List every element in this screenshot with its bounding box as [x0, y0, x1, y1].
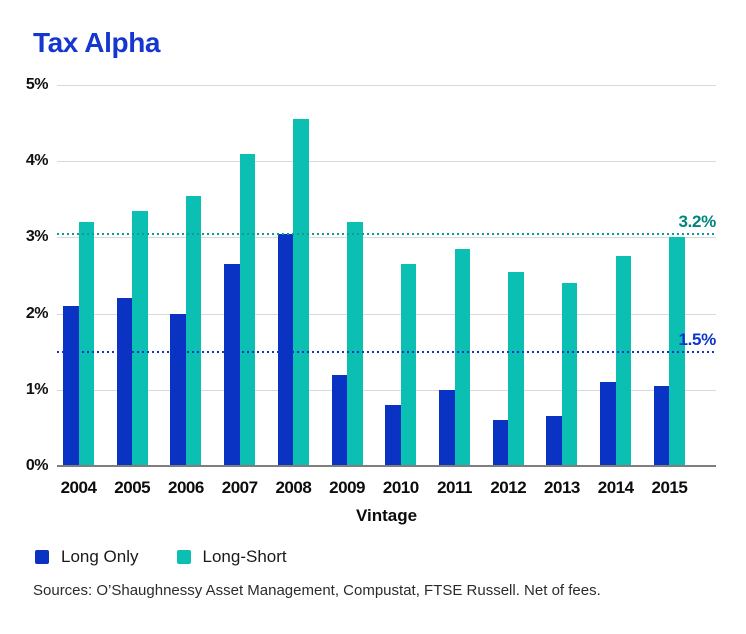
bar-long-short-2013: [561, 283, 578, 466]
bar-long-short-2012: [508, 271, 524, 466]
bar-long-only-2009: [331, 374, 348, 466]
bar-long-short-2014: [615, 256, 632, 466]
bar-long-only-2006: [170, 313, 186, 466]
reference-line-label: 3.2%: [678, 212, 716, 232]
x-axis-line: [57, 465, 716, 467]
bar-long-only-2004: [63, 305, 79, 466]
bar-long-short-2008: [293, 119, 309, 466]
x-axis-tick-label-2012: 2012: [490, 478, 527, 497]
reference-line-label: 1.5%: [678, 329, 716, 349]
bar-long-short-2006: [185, 195, 202, 466]
x-axis-tick-label-2007: 2007: [221, 478, 258, 497]
y-axis-tick-label: 0%: [25, 457, 49, 474]
x-axis-tick-label-2005: 2005: [114, 478, 151, 497]
long-short-swatch: [176, 550, 191, 564]
bar-long-only-2014: [600, 382, 616, 466]
source-note: Sources: O’Shaughnessy Asset Management,…: [33, 582, 601, 599]
y-axis-tick-label: 1%: [25, 380, 49, 398]
bar-long-short-2010: [400, 264, 417, 466]
gridline-2%: [57, 313, 716, 315]
bar-long-only-2015: [653, 386, 670, 466]
reference-line-1.5%: [57, 350, 716, 353]
bar-long-short-2009: [347, 222, 363, 466]
x-axis-title: Vintage: [355, 506, 418, 525]
bar-long-only-2011: [439, 389, 455, 466]
x-axis-tick-label-2011: 2011: [437, 478, 472, 497]
bar-long-only-2010: [385, 405, 401, 466]
x-axis-tick-label-2015: 2015: [651, 478, 688, 497]
y-axis-tick-label: 3%: [25, 228, 49, 246]
bar-long-only-2007: [224, 264, 240, 466]
gridline-3%: [57, 237, 716, 239]
y-axis-tick-label: 4%: [25, 152, 49, 170]
bar-long-short-2005: [132, 210, 148, 466]
x-axis-tick-label-2008: 2008: [275, 478, 312, 497]
bar-long-only-2008: [277, 233, 294, 466]
plot-area: 0% 1% 2% 3% 4% 5% 3.2% 1.5%: [26, 76, 716, 474]
x-axis-tick-label-2009: 2009: [329, 478, 365, 497]
gridline-5%: [57, 85, 716, 86]
bar-long-short-2007: [239, 153, 256, 466]
legend-item-long-only: Long Only: [35, 547, 139, 567]
bar-long-short-2004: [78, 222, 94, 466]
legend-label-long-short: Long-Short: [202, 547, 287, 566]
bar-long-short-2011: [454, 248, 471, 466]
y-axis-tick-label: 2%: [25, 304, 49, 322]
x-axis-tick-label-2004: 2004: [60, 478, 97, 497]
legend: Long Only Long-Short: [35, 547, 287, 567]
reference-line-3.2%: [57, 233, 716, 236]
x-axis-tick-label-2014: 2014: [597, 478, 634, 497]
gridline-1%: [57, 389, 716, 391]
x-axis-tick-label-2006: 2006: [168, 478, 204, 497]
chart-title: Tax Alpha: [33, 27, 161, 58]
x-axis-tick-label-2010: 2010: [382, 478, 419, 497]
bar-long-only-2012: [492, 420, 509, 466]
bar-long-only-2013: [546, 416, 562, 466]
bar-long-only-2005: [116, 298, 133, 466]
long-only-swatch: [35, 550, 49, 564]
legend-label-long-only: Long Only: [61, 547, 139, 566]
x-axis-tick-label-2013: 2013: [544, 478, 580, 497]
legend-item-long-short: Long-Short: [176, 547, 287, 567]
y-axis-tick-label: 5%: [25, 76, 49, 93]
gridline-4%: [57, 161, 716, 163]
